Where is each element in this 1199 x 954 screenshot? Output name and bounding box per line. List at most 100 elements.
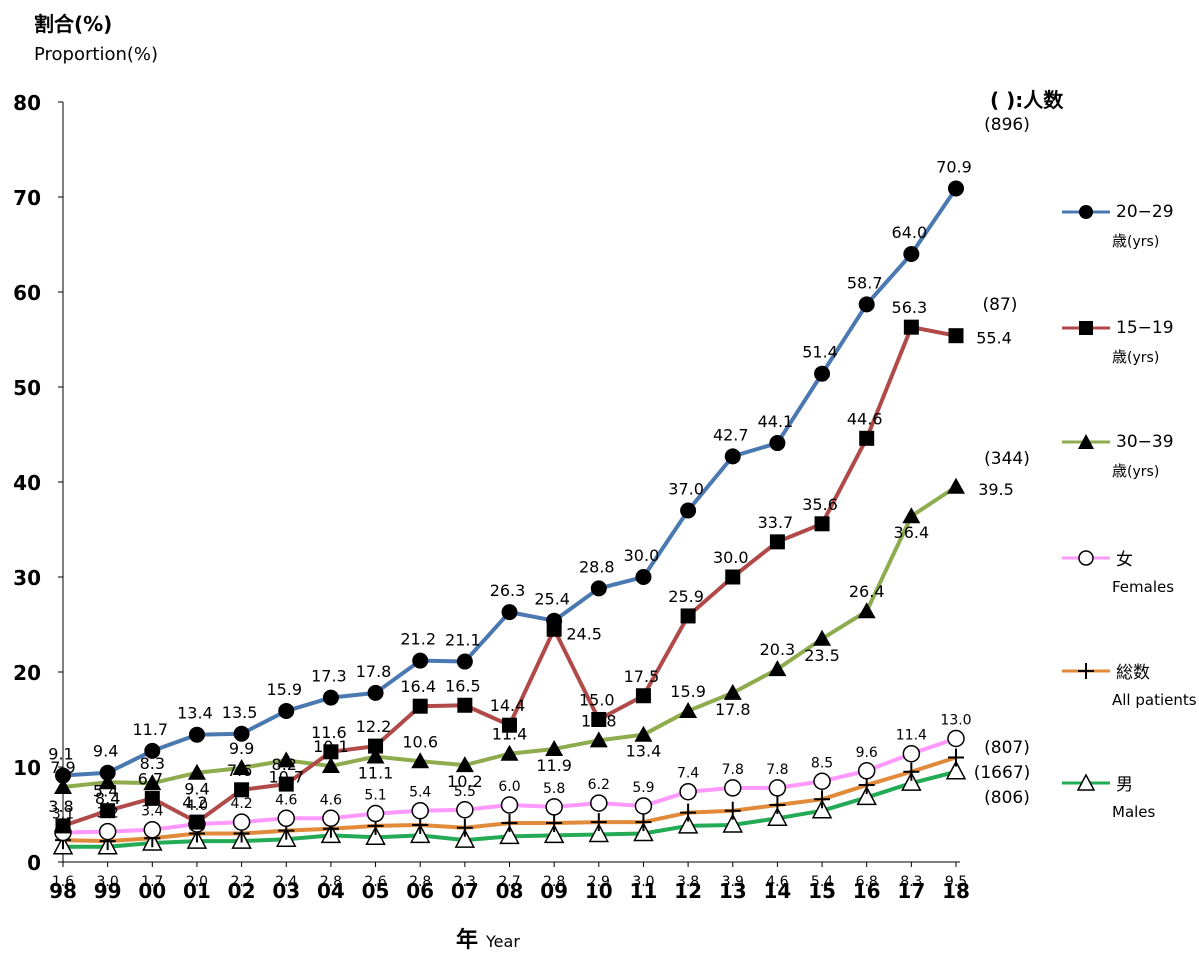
data-label: 11.9 (536, 756, 572, 775)
legend-sub-20-29: 歳(yrs) (1112, 230, 1174, 251)
legend-swatch-30-39 (1062, 434, 1110, 449)
data-point-2 (813, 629, 832, 646)
data-label: 13.4 (177, 704, 213, 723)
data-point-2 (679, 701, 698, 718)
data-point-3 (590, 794, 608, 812)
data-point-5 (365, 825, 386, 846)
data-label: 1.7 (141, 874, 163, 890)
data-point-1 (948, 328, 964, 344)
data-point-5 (588, 822, 610, 843)
data-label: 2.9 (588, 874, 610, 890)
data-label: 11.1 (358, 764, 394, 783)
legend-label-15-19: 15−19 (1116, 318, 1174, 338)
data-label: 6.0 (498, 779, 520, 795)
x-tick-label: 06 (406, 879, 434, 903)
data-label: 5.4 (409, 785, 431, 801)
legend-label-all: 総数 (1116, 663, 1150, 683)
data-label: 30.0 (624, 546, 660, 565)
data-label: 2.8 (320, 874, 342, 890)
data-label: 33.7 (758, 513, 794, 532)
y-tick-label: 0 (27, 851, 41, 875)
data-point-2 (411, 752, 430, 769)
data-point-5 (633, 821, 654, 842)
data-point-3 (500, 796, 519, 814)
legend-sub-females: Females (1112, 578, 1175, 596)
data-label: 1.6 (52, 874, 74, 890)
series-count: (806) (984, 788, 1030, 808)
data-label: 2.7 (498, 874, 520, 890)
data-label: 9.1 (48, 745, 73, 764)
data-point-1 (769, 534, 785, 550)
data-label: 7.8 (722, 762, 744, 778)
data-label: 8.5 (811, 755, 833, 771)
data-label: 20.3 (760, 640, 796, 659)
data-point-0 (858, 296, 875, 313)
data-point-0 (546, 612, 563, 629)
x-tick-label: 14 (763, 879, 791, 903)
data-label: 17.8 (356, 662, 392, 681)
y-axis-title-en: Proportion(%) (34, 44, 159, 65)
data-label: 7.4 (677, 766, 699, 782)
data-label: 8.2 (272, 755, 297, 774)
data-label: 12.8 (581, 711, 617, 730)
data-point-5 (856, 785, 877, 806)
data-label: 3.8 (48, 797, 73, 816)
data-point-1 (814, 516, 830, 532)
data-point-0 (680, 502, 697, 519)
data-point-1 (457, 697, 473, 713)
data-point-3 (98, 822, 117, 841)
data-label: 13.0 (940, 713, 971, 729)
data-label: 24.5 (566, 624, 602, 643)
data-point-1 (635, 688, 651, 704)
data-point-2 (98, 773, 117, 790)
data-point-2 (455, 756, 474, 773)
data-point-5 (767, 806, 788, 827)
data-label: 17.3 (311, 667, 347, 686)
data-point-1 (368, 738, 384, 754)
data-label: 13.5 (222, 703, 258, 722)
data-label: 39.5 (978, 480, 1014, 499)
data-label: 70.9 (936, 157, 972, 176)
data-label: 44.1 (758, 412, 794, 431)
data-label: 10.2 (447, 772, 483, 791)
legend-swatch-males (1062, 772, 1110, 791)
legend-item-15-19: 15−19 (1060, 318, 1174, 338)
data-point-1 (323, 744, 339, 760)
data-label: 17.5 (624, 667, 660, 686)
data-label: 25.4 (534, 590, 570, 609)
data-point-3 (411, 801, 429, 820)
data-label: 2.3 (454, 874, 476, 890)
data-point-2 (768, 660, 787, 677)
data-label: 35.6 (802, 495, 838, 514)
data-point-3 (679, 782, 697, 801)
data-point-1 (680, 608, 696, 624)
data-label: 4.6 (275, 792, 297, 808)
legend-sub-males: Males (1112, 803, 1156, 821)
data-label: 13.4 (626, 742, 662, 761)
data-point-3 (456, 801, 474, 819)
x-tick-label: 99 (94, 879, 122, 903)
data-label: 11.6 (311, 723, 347, 742)
data-label: 30.0 (713, 548, 749, 567)
data-label: 8.3 (140, 754, 165, 773)
data-label: 5.1 (364, 788, 386, 804)
x-tick-label: 98 (49, 879, 77, 903)
legend-swatch-females (1062, 549, 1110, 566)
data-point-1 (234, 782, 250, 798)
data-point-2 (366, 747, 385, 764)
data-point-0 (501, 604, 518, 621)
data-point-0 (590, 580, 607, 597)
data-point-2 (589, 731, 608, 748)
data-label: 2.0 (186, 874, 208, 890)
data-label: 4.6 (320, 792, 342, 808)
data-label: 5.4 (811, 874, 833, 890)
data-label: 3.9 (722, 874, 744, 890)
x-tick-label: 07 (451, 879, 479, 903)
data-point-3 (768, 779, 787, 797)
y-tick-label: 20 (13, 661, 41, 685)
data-label: 44.6 (847, 409, 883, 428)
data-point-5 (454, 828, 476, 848)
data-point-0 (814, 365, 831, 382)
data-label: 56.3 (892, 298, 928, 317)
y-tick-label: 10 (13, 756, 41, 780)
